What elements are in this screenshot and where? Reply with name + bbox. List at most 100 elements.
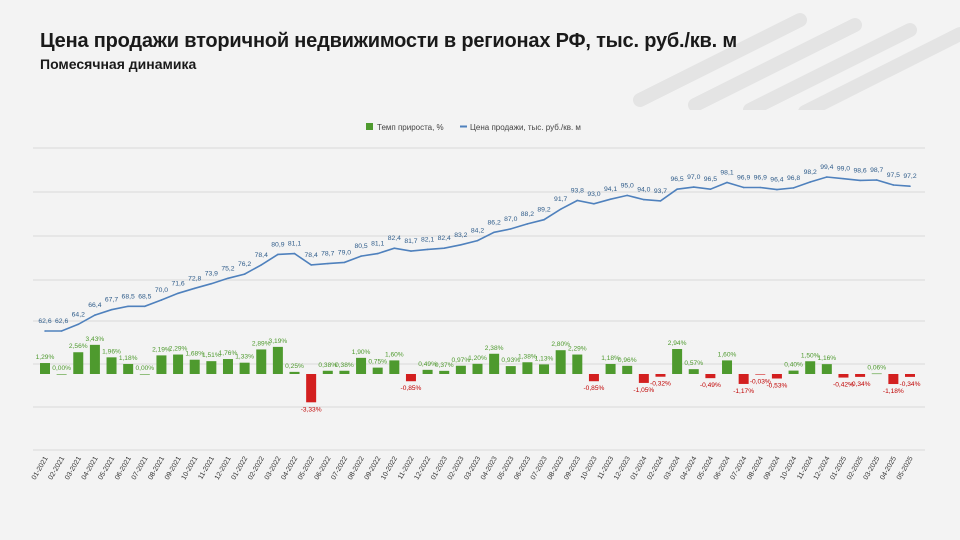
price-label-04-2022: 81,1	[288, 241, 301, 248]
bar-10-2022	[389, 360, 400, 374]
price-line	[45, 176, 911, 332]
line-labels: 62,6 62,6 64,266,4 67,7 68,5 68,5 70,071,6 72,8…	[38, 164, 916, 325]
price-point-02-2021	[60, 330, 63, 332]
price-point-10-2024	[792, 187, 795, 189]
bar-06-2024	[722, 360, 733, 374]
bar-05-2021	[106, 357, 117, 374]
price-point-09-2021	[177, 292, 179, 295]
bar-label-11-2023: 1,18%	[601, 355, 620, 362]
price-label-03-2021: 64,2	[72, 311, 85, 318]
price-point-01-2024	[643, 198, 645, 201]
bar-label-04-2024: 0,57%	[684, 360, 703, 367]
price-point-09-2023	[576, 199, 579, 202]
x-axis-ticks: 01-202102-202103-202104-202105-202106-20…	[31, 455, 915, 481]
bar-label-08-2024: -0,03%	[750, 378, 771, 385]
bar-label-07-2023: 1,13%	[535, 355, 554, 362]
price-label-10-2022: 82,4	[388, 235, 401, 242]
chart-subtitle: Помесячная динамика	[40, 56, 197, 72]
bar-12-2023	[622, 365, 633, 374]
bar-label-04-2022: 0,25%	[285, 363, 304, 370]
bar-label-04-2021: 3,43%	[86, 336, 105, 343]
price-label-04-2023: 86,2	[488, 219, 501, 226]
bar-label-08-2021: 2,19%	[152, 346, 171, 353]
price-point-09-2022	[376, 252, 379, 255]
price-label-12-2021: 75,2	[221, 265, 234, 272]
price-label-08-2022: 80,5	[354, 243, 367, 250]
bar-12-2022	[422, 369, 433, 374]
price-label-05-2025: 97,2	[903, 173, 916, 180]
price-label-11-2024: 98,2	[804, 169, 817, 176]
price-point-06-2022	[326, 262, 329, 265]
price-label-10-2023: 93,0	[587, 191, 600, 198]
bar-05-2025	[905, 374, 915, 377]
bar-label-05-2024: -0,49%	[700, 382, 721, 389]
price-label-10-2024: 96,8	[787, 175, 800, 182]
price-label-09-2023: 93,8	[571, 187, 584, 194]
bar-10-2023	[588, 374, 599, 382]
bar-label-06-2022: 0,38%	[318, 362, 337, 369]
bar-label-10-2021: 1,68%	[185, 351, 204, 358]
bar-series	[40, 344, 915, 403]
bar-label-04-2023: 2,38%	[485, 345, 504, 352]
bar-04-2023	[489, 353, 500, 374]
price-label-01-2025: 99,0	[837, 166, 850, 173]
bar-label-12-2022: 0,49%	[418, 361, 437, 368]
price-point-04-2021	[94, 314, 96, 316]
bar-09-2021	[173, 354, 184, 374]
price-point-07-2022	[343, 261, 346, 264]
price-point-06-2023	[526, 223, 529, 225]
bar-02-2023	[455, 365, 466, 374]
bar-label-08-2023: 2,80%	[551, 341, 570, 348]
price-label-01-2021: 62,6	[38, 318, 51, 325]
price-point-09-2024	[776, 188, 778, 191]
price-label-04-2024: 97,0	[687, 174, 700, 181]
price-point-11-2022	[410, 250, 412, 252]
price-label-09-2024: 96,4	[770, 177, 783, 184]
bar-07-2021	[139, 374, 150, 375]
bar-03-2025	[871, 373, 882, 375]
bar-12-2024	[821, 364, 832, 374]
price-point-04-2024	[692, 186, 695, 188]
bar-05-2023	[505, 366, 516, 374]
price-point-03-2022	[277, 253, 279, 256]
legend-line-label: Цена продажи, тыс. руб./кв. м	[470, 123, 581, 132]
bar-06-2021	[123, 363, 134, 374]
price-point-12-2021	[227, 277, 229, 280]
bar-label-05-2025: -0,34%	[900, 381, 921, 388]
price-point-02-2024	[659, 200, 662, 202]
price-point-03-2025	[875, 179, 878, 181]
price-point-03-2021	[77, 323, 80, 326]
bar-label-01-2025: -0,42%	[833, 382, 854, 389]
price-label-08-2024: 96,9	[754, 174, 767, 181]
price-label-09-2022: 81,1	[371, 241, 384, 248]
price-point-02-2025	[859, 179, 861, 182]
bar-04-2024	[688, 369, 699, 374]
bar-label-07-2024: -1,17%	[733, 388, 754, 395]
bar-10-2024	[788, 370, 799, 374]
price-label-01-2023: 82,4	[438, 235, 451, 242]
bar-11-2021	[206, 361, 217, 374]
price-label-01-2024: 94,0	[637, 187, 650, 194]
bar-label-02-2024: -0,32%	[650, 381, 671, 388]
bar-label-10-2022: 1,60%	[385, 351, 404, 358]
bar-08-2023	[555, 350, 566, 374]
bar-labels: 1,29%0,00%2,56%3,43%1,96%1,18%0,00%2,19%…	[36, 336, 921, 413]
price-point-02-2022	[260, 264, 263, 266]
price-point-07-2021	[144, 305, 146, 308]
bar-label-07-2021: 0,00%	[135, 365, 154, 372]
legend-bar-swatch	[366, 123, 373, 130]
price-label-02-2025: 98,6	[853, 167, 866, 174]
bar-01-2023	[439, 370, 450, 374]
price-point-11-2024	[809, 181, 811, 183]
bar-label-10-2023: -0,85%	[583, 385, 604, 392]
price-label-11-2021: 73,9	[205, 271, 218, 278]
price-point-05-2021	[110, 308, 113, 311]
bar-12-2021	[222, 359, 233, 374]
bar-label-02-2023: 0,97%	[452, 357, 471, 364]
price-point-04-2025	[892, 184, 895, 186]
price-point-05-2025	[909, 185, 911, 188]
x-tick-05-2025: 05-2025	[896, 455, 915, 481]
bar-08-2024	[755, 374, 766, 375]
legend: Темп прироста, % Цена продажи, тыс. руб.…	[366, 123, 581, 132]
